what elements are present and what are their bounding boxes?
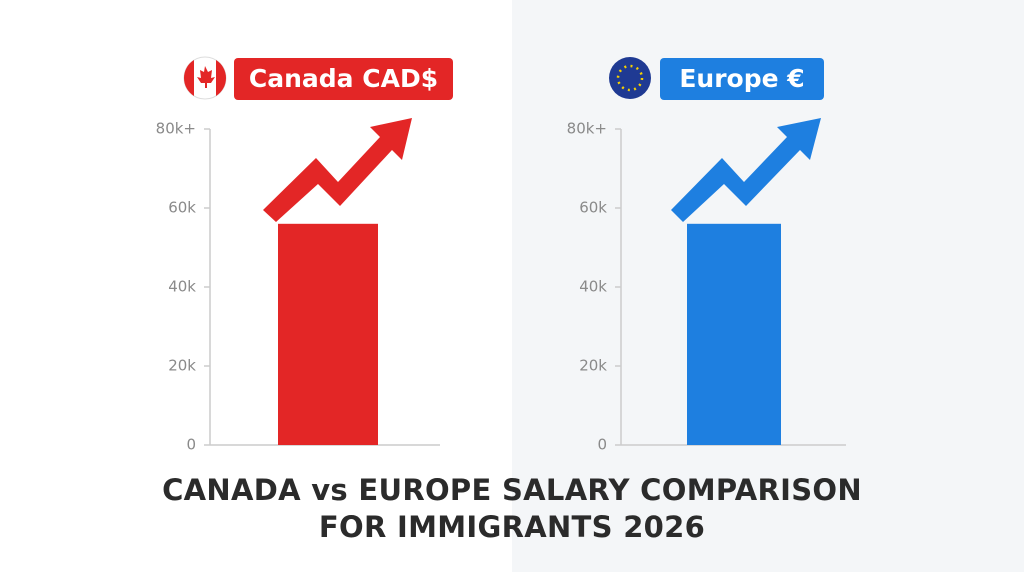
- y-tick-label: 60k: [579, 199, 607, 217]
- y-tick-label: 0: [186, 436, 196, 454]
- y-tick-label: 60k: [168, 199, 196, 217]
- eu-flag: [609, 57, 651, 99]
- y-tick-label: 20k: [168, 357, 196, 375]
- chart-title: Europe €: [679, 64, 804, 93]
- bar: [278, 223, 378, 445]
- y-tick-label: 40k: [168, 278, 196, 296]
- chart-title: Canada CAD$: [249, 64, 438, 93]
- main-title: CANADA vs EUROPE SALARY COMPARISON FOR I…: [162, 473, 862, 544]
- canada-flag: [183, 56, 227, 100]
- bar: [687, 223, 781, 445]
- y-tick-label: 80k+: [567, 120, 607, 138]
- title-box: [660, 58, 824, 100]
- trend-arrow: [263, 118, 412, 222]
- y-tick-label: 80k+: [156, 120, 196, 138]
- trend-arrow: [671, 118, 821, 222]
- title-box: [234, 58, 453, 100]
- y-tick-label: 40k: [579, 278, 607, 296]
- y-tick-label: 20k: [579, 357, 607, 375]
- y-tick-label: 0: [597, 436, 607, 454]
